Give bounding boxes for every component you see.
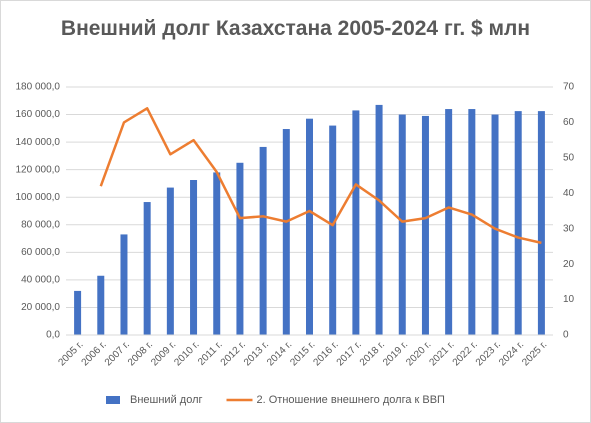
x-tick-label: 2022 г. [451,339,480,368]
x-tick-label: 2018 г. [358,339,387,368]
y-tick-label: 180 000,0 [16,82,61,93]
x-tick-label: 2013 г. [242,339,271,368]
bar [491,114,499,335]
y2-tick-label: 0 [563,330,569,341]
bar [375,104,383,336]
bar [97,275,105,335]
y2-tick-label: 20 [563,259,575,270]
bar [74,290,82,335]
bar [329,125,337,335]
legend-swatch [106,396,120,404]
x-tick-label: 2015 г. [288,339,317,368]
x-tick-label: 2012 г. [219,339,248,368]
y-tick-label: 60 000,0 [21,247,60,258]
x-tick-label: 2010 г. [172,339,201,368]
x-tick-label: 2021 г. [427,339,456,368]
bar [421,115,429,335]
bar [166,187,174,335]
bar [259,146,267,335]
bar [213,172,221,335]
bar [190,180,198,335]
bar [445,109,453,336]
legend-label: 2. Отношение внешнего долга к ВВП [257,394,446,406]
y-tick-label: 140 000,0 [16,137,61,148]
y-tick-label: 40 000,0 [21,275,60,286]
y-tick-label: 80 000,0 [21,219,60,230]
x-tick-label: 2019 г. [381,339,410,368]
x-tick-label: 2025 г. [520,339,549,368]
bar [120,234,128,335]
bar [306,118,313,335]
y2-tick-label: 60 [563,117,575,128]
bar [398,114,406,335]
y2-tick-label: 40 [563,188,575,199]
bar [514,111,522,335]
x-tick-label: 2017 г. [335,339,364,368]
y2-tick-label: 30 [563,223,575,234]
y-tick-label: 0,0 [46,330,60,341]
x-tick-label: 2005 г. [56,339,85,368]
x-tick-label: 2008 г. [126,339,155,368]
chart-title: Внешний долг Казахстана 2005-2024 гг. $ … [60,17,531,40]
y-tick-label: 20 000,0 [21,302,60,313]
x-tick-label: 2024 г. [497,339,526,368]
y-tick-label: 160 000,0 [16,109,61,120]
bar [282,129,290,335]
bar [352,110,360,335]
x-tick-label: 2020 г. [404,339,433,368]
bar [236,162,244,335]
y2-tick-label: 10 [563,294,575,305]
x-tick-label: 2023 г. [474,339,503,368]
x-tick-label: 2006 г. [80,339,109,368]
y2-tick-label: 70 [563,82,575,93]
x-tick-label: 2016 г. [312,339,341,368]
line [99,107,542,245]
legend-label: Внешний долг [130,394,203,406]
y2-tick-label: 50 [563,152,575,163]
y-tick-label: 100 000,0 [16,192,61,203]
x-tick-label: 2007 г. [103,339,132,368]
bar [468,109,476,336]
bar [143,202,151,335]
bar [537,111,545,335]
y-tick-label: 120 000,0 [16,164,61,175]
x-tick-label: 2009 г. [149,339,178,368]
x-tick-label: 2014 г. [265,339,294,368]
